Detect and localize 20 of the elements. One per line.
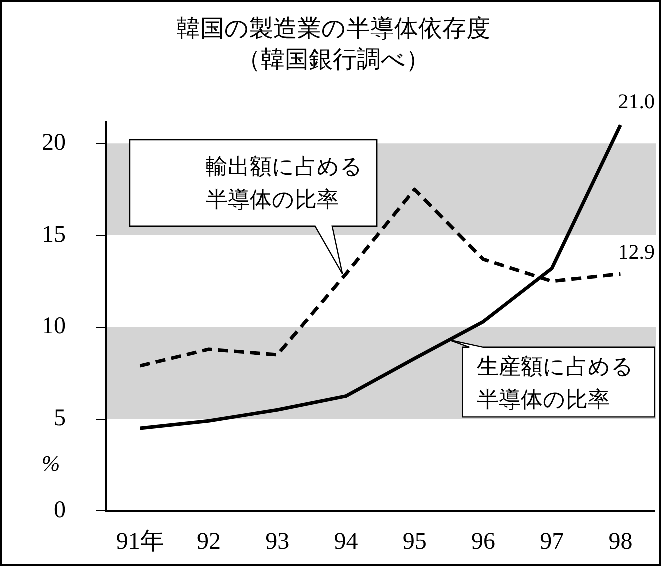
y-tick-label: 5: [54, 406, 66, 432]
y-axis-title: %: [42, 450, 60, 476]
x-tick-label: 93: [266, 528, 290, 555]
x-tick-label: 94: [334, 528, 358, 555]
data-label: 21.0: [618, 89, 655, 114]
x-tick-label: 98: [608, 528, 633, 555]
y-tick-label: 0: [54, 497, 66, 524]
y-tick-label: 15: [42, 222, 66, 248]
y-tick-label: 20: [42, 130, 66, 156]
chart-title: 韓国の製造業の半導体依存度: [176, 16, 490, 43]
data-label: 12.9: [618, 240, 655, 264]
series-label: 輸出額に占める半導体の比率: [206, 154, 364, 212]
y-tick-label: 10: [42, 314, 66, 340]
x-tick-label: 91年: [116, 528, 164, 555]
x-tick-label: 96: [471, 528, 496, 555]
x-tick-label: 92: [196, 528, 221, 555]
series-label: 生産額に占める半導体の比率: [476, 354, 634, 412]
x-tick-label: 97: [540, 528, 564, 555]
x-tick-label: 95: [402, 528, 427, 555]
chart-subtitle: （韓国銀行調べ）: [237, 46, 430, 74]
